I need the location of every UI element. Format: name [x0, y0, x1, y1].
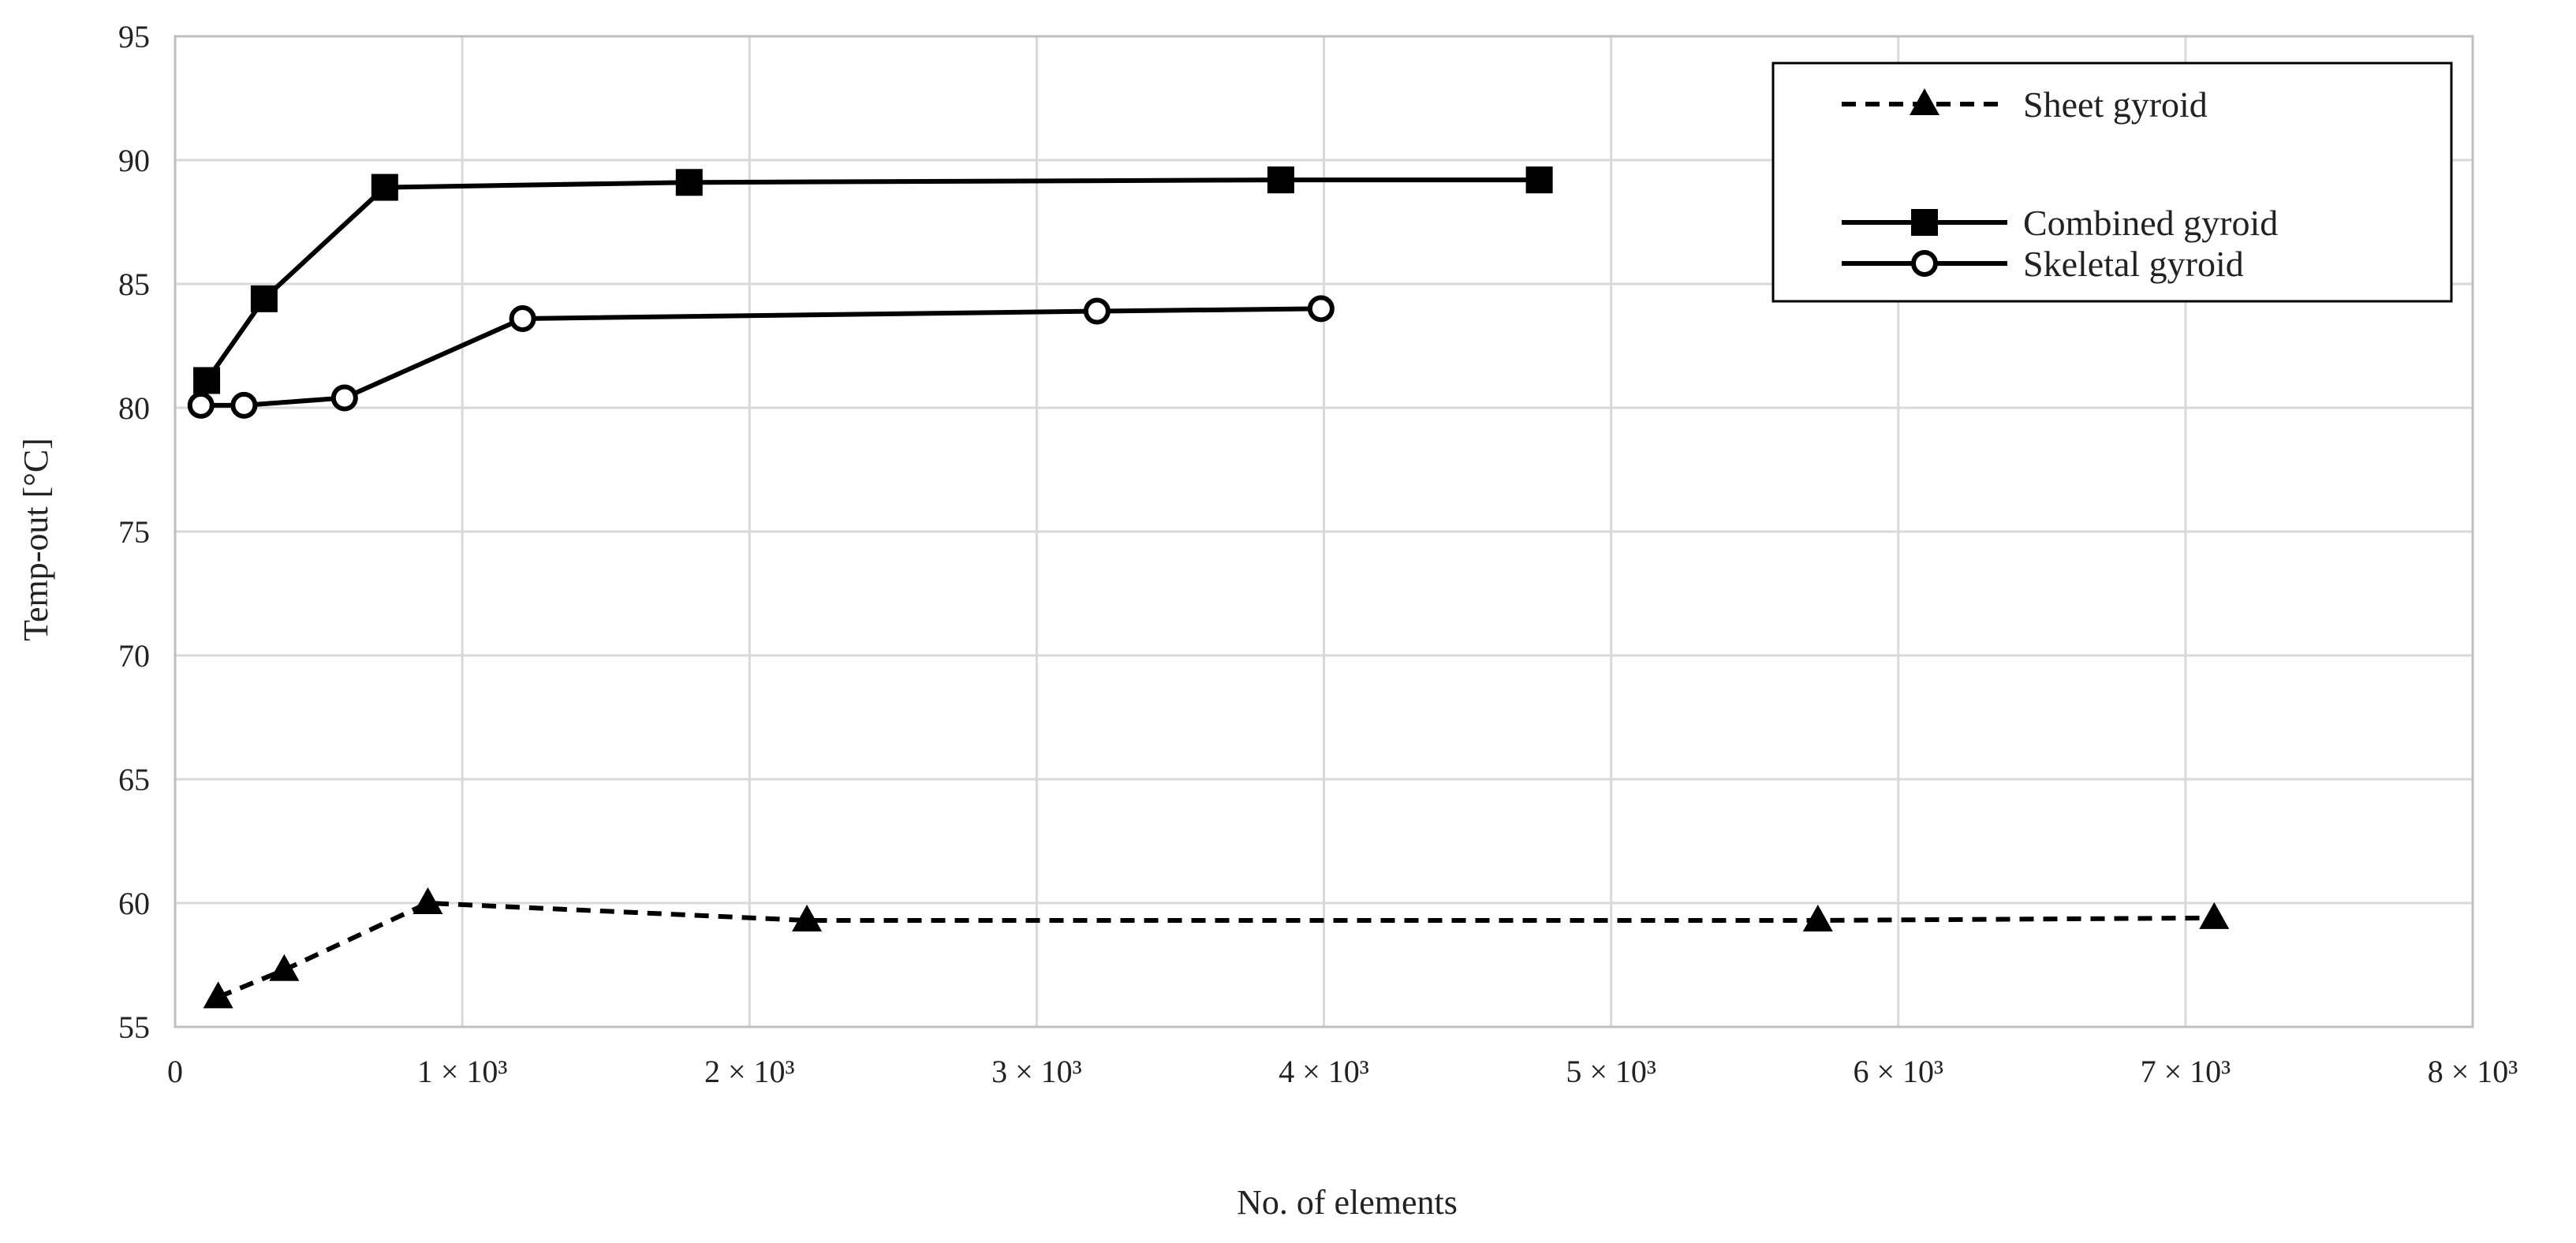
y-tick-label: 55 [118, 1010, 150, 1045]
plot-area-frame [174, 35, 2474, 1028]
x-tick-label: 4 × 10³ [1279, 1054, 1369, 1089]
data-point-combined-gyroid [1525, 166, 1553, 194]
legend-item-sheet-gyroid: Sheet gyroid [1842, 84, 2208, 125]
data-point-sheet-gyroid [203, 981, 233, 1009]
y-tick-label: 65 [118, 762, 150, 797]
series-combined-gyroid [193, 166, 1553, 394]
legend-marker [1910, 88, 1939, 115]
y-tick-label: 75 [118, 514, 150, 550]
series-line-combined-gyroid [204, 177, 1540, 383]
y-tick-label: 85 [118, 267, 150, 302]
x-tick-label: 1 × 10³ [417, 1054, 508, 1089]
y-tick-label: 95 [118, 19, 150, 54]
x-tick-label: 0 [167, 1054, 183, 1089]
data-point-skeletal-gyroid [187, 391, 215, 419]
legend-label: Combined gyroid [2023, 203, 2278, 243]
data-point-combined-gyroid [675, 169, 703, 196]
legend-item-combined-gyroid: Combined gyroid [1842, 203, 2278, 243]
series-skeletal-gyroid [187, 295, 1335, 419]
y-tick-label: 60 [118, 886, 150, 921]
data-point-sheet-gyroid [2199, 901, 2230, 929]
x-tick-label: 2 × 10³ [704, 1054, 795, 1089]
y-axis-title: Temp-out [°C] [17, 438, 55, 641]
legend-label: Skeletal gyroid [2023, 244, 2244, 284]
data-point-combined-gyroid [250, 285, 278, 312]
data-point-skeletal-gyroid [1307, 295, 1335, 323]
x-tick-label: 6 × 10³ [1853, 1054, 1943, 1089]
data-point-skeletal-gyroid [230, 391, 258, 419]
y-tick-label: 70 [118, 638, 150, 674]
x-tick-label: 7 × 10³ [2141, 1054, 2231, 1089]
data-point-combined-gyroid [371, 174, 398, 201]
x-axis-ticks: 0 1 × 10³ 2 × 10³ 3 × 10³ 4 × 10³ 5 × 10³ 6 × … [167, 1054, 2518, 1089]
x-tick-label: 3 × 10³ [991, 1054, 1082, 1089]
legend-item-skeletal-gyroid: Skeletal gyroid [1842, 244, 2244, 284]
legend-label: Sheet gyroid [2023, 84, 2208, 125]
y-tick-label: 80 [118, 390, 150, 426]
data-point-sheet-gyroid [413, 887, 443, 914]
data-point-sheet-gyroid [792, 904, 823, 931]
data-point-skeletal-gyroid [509, 304, 536, 332]
x-tick-label: 5 × 10³ [1566, 1054, 1656, 1089]
series-line-skeletal-gyroid [200, 306, 1321, 408]
x-axis-title: No. of elements [1237, 1183, 1458, 1222]
data-point-combined-gyroid [193, 367, 221, 394]
y-axis-ticks: 55 60 65 70 75 80 85 90 95 [118, 19, 150, 1045]
x-tick-label: 8 × 10³ [2428, 1054, 2518, 1089]
series-group [187, 166, 2230, 1009]
legend-marker [1911, 250, 1938, 277]
y-tick-label: 90 [118, 143, 150, 178]
legend-marker [1911, 209, 1938, 236]
series-line-sheet-gyroid [217, 901, 2215, 1000]
data-point-combined-gyroid [1267, 166, 1294, 194]
data-point-skeletal-gyroid [330, 384, 358, 412]
data-point-skeletal-gyroid [1083, 297, 1111, 325]
data-point-sheet-gyroid [269, 954, 300, 981]
data-point-sheet-gyroid [1802, 904, 1833, 931]
series-sheet-gyroid [203, 887, 2230, 1009]
